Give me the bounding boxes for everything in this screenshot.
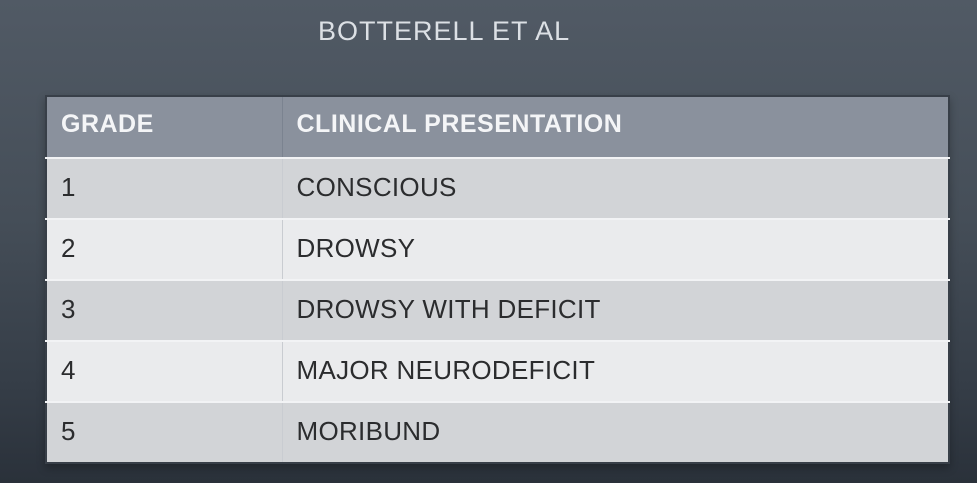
presentation-cell: DROWSY [281, 218, 949, 280]
table-row: 4 MAJOR NEURODEFICIT [46, 340, 949, 402]
grade-cell: 4 [46, 340, 282, 402]
table-row: 5 MORIBUND [46, 401, 949, 463]
table-row: 1 CONSCIOUS [46, 157, 949, 219]
grade-cell: 1 [46, 157, 282, 219]
table-row: 2 DROWSY [46, 218, 949, 280]
presentation-cell: DROWSY WITH DEFICIT [281, 279, 949, 341]
grade-cell: 5 [46, 401, 282, 463]
slide-title: BOTTERELL ET AL [318, 16, 571, 46]
presentation-cell: MORIBUND [281, 401, 949, 463]
table-header-row: GRADE CLINICAL PRESENTATION [46, 96, 949, 158]
grade-cell: 3 [46, 279, 282, 341]
grade-column-header: GRADE [46, 96, 282, 158]
presentation-cell: CONSCIOUS [281, 157, 949, 219]
grade-cell: 2 [46, 218, 282, 280]
table-row: 3 DROWSY WITH DEFICIT [46, 279, 949, 341]
presentation-cell: MAJOR NEURODEFICIT [281, 340, 949, 402]
clinical-presentation-column-header: CLINICAL PRESENTATION [281, 96, 949, 158]
grading-table: GRADE CLINICAL PRESENTATION 1 CONSCIOUS … [45, 95, 950, 464]
